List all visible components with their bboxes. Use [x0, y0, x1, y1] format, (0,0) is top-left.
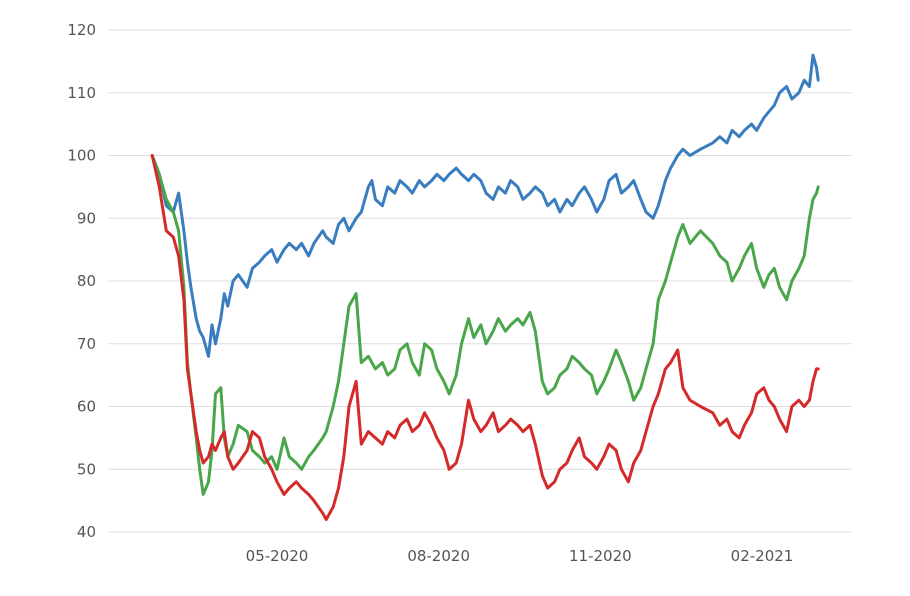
- y-tick-label: 120: [67, 21, 96, 39]
- gridlines: [108, 29, 852, 533]
- y-tick-label: 80: [77, 272, 96, 290]
- y-tick-label: 90: [77, 209, 96, 227]
- y-tick-label: 50: [77, 460, 96, 478]
- y-axis-ticks: 40 50 60 70 80 90 100 110 120: [67, 21, 96, 541]
- y-tick-label: 110: [67, 84, 96, 102]
- series-line-1: [150, 53, 820, 358]
- y-tick-label: 60: [77, 398, 96, 416]
- y-tick-label: 100: [67, 147, 96, 165]
- series-lines: [150, 53, 820, 521]
- y-tick-label: 70: [77, 335, 96, 353]
- x-tick-label: 11-2020: [569, 547, 632, 565]
- series-line-3: [150, 154, 820, 521]
- y-tick-label: 40: [77, 523, 96, 541]
- x-tick-label: 05-2020: [246, 547, 309, 565]
- x-tick-label: 08-2020: [407, 547, 470, 565]
- series-line-2: [150, 154, 820, 496]
- x-tick-label: 02-2021: [731, 547, 794, 565]
- x-axis-ticks: 05-2020 08-2020 11-2020 02-2021: [246, 547, 794, 565]
